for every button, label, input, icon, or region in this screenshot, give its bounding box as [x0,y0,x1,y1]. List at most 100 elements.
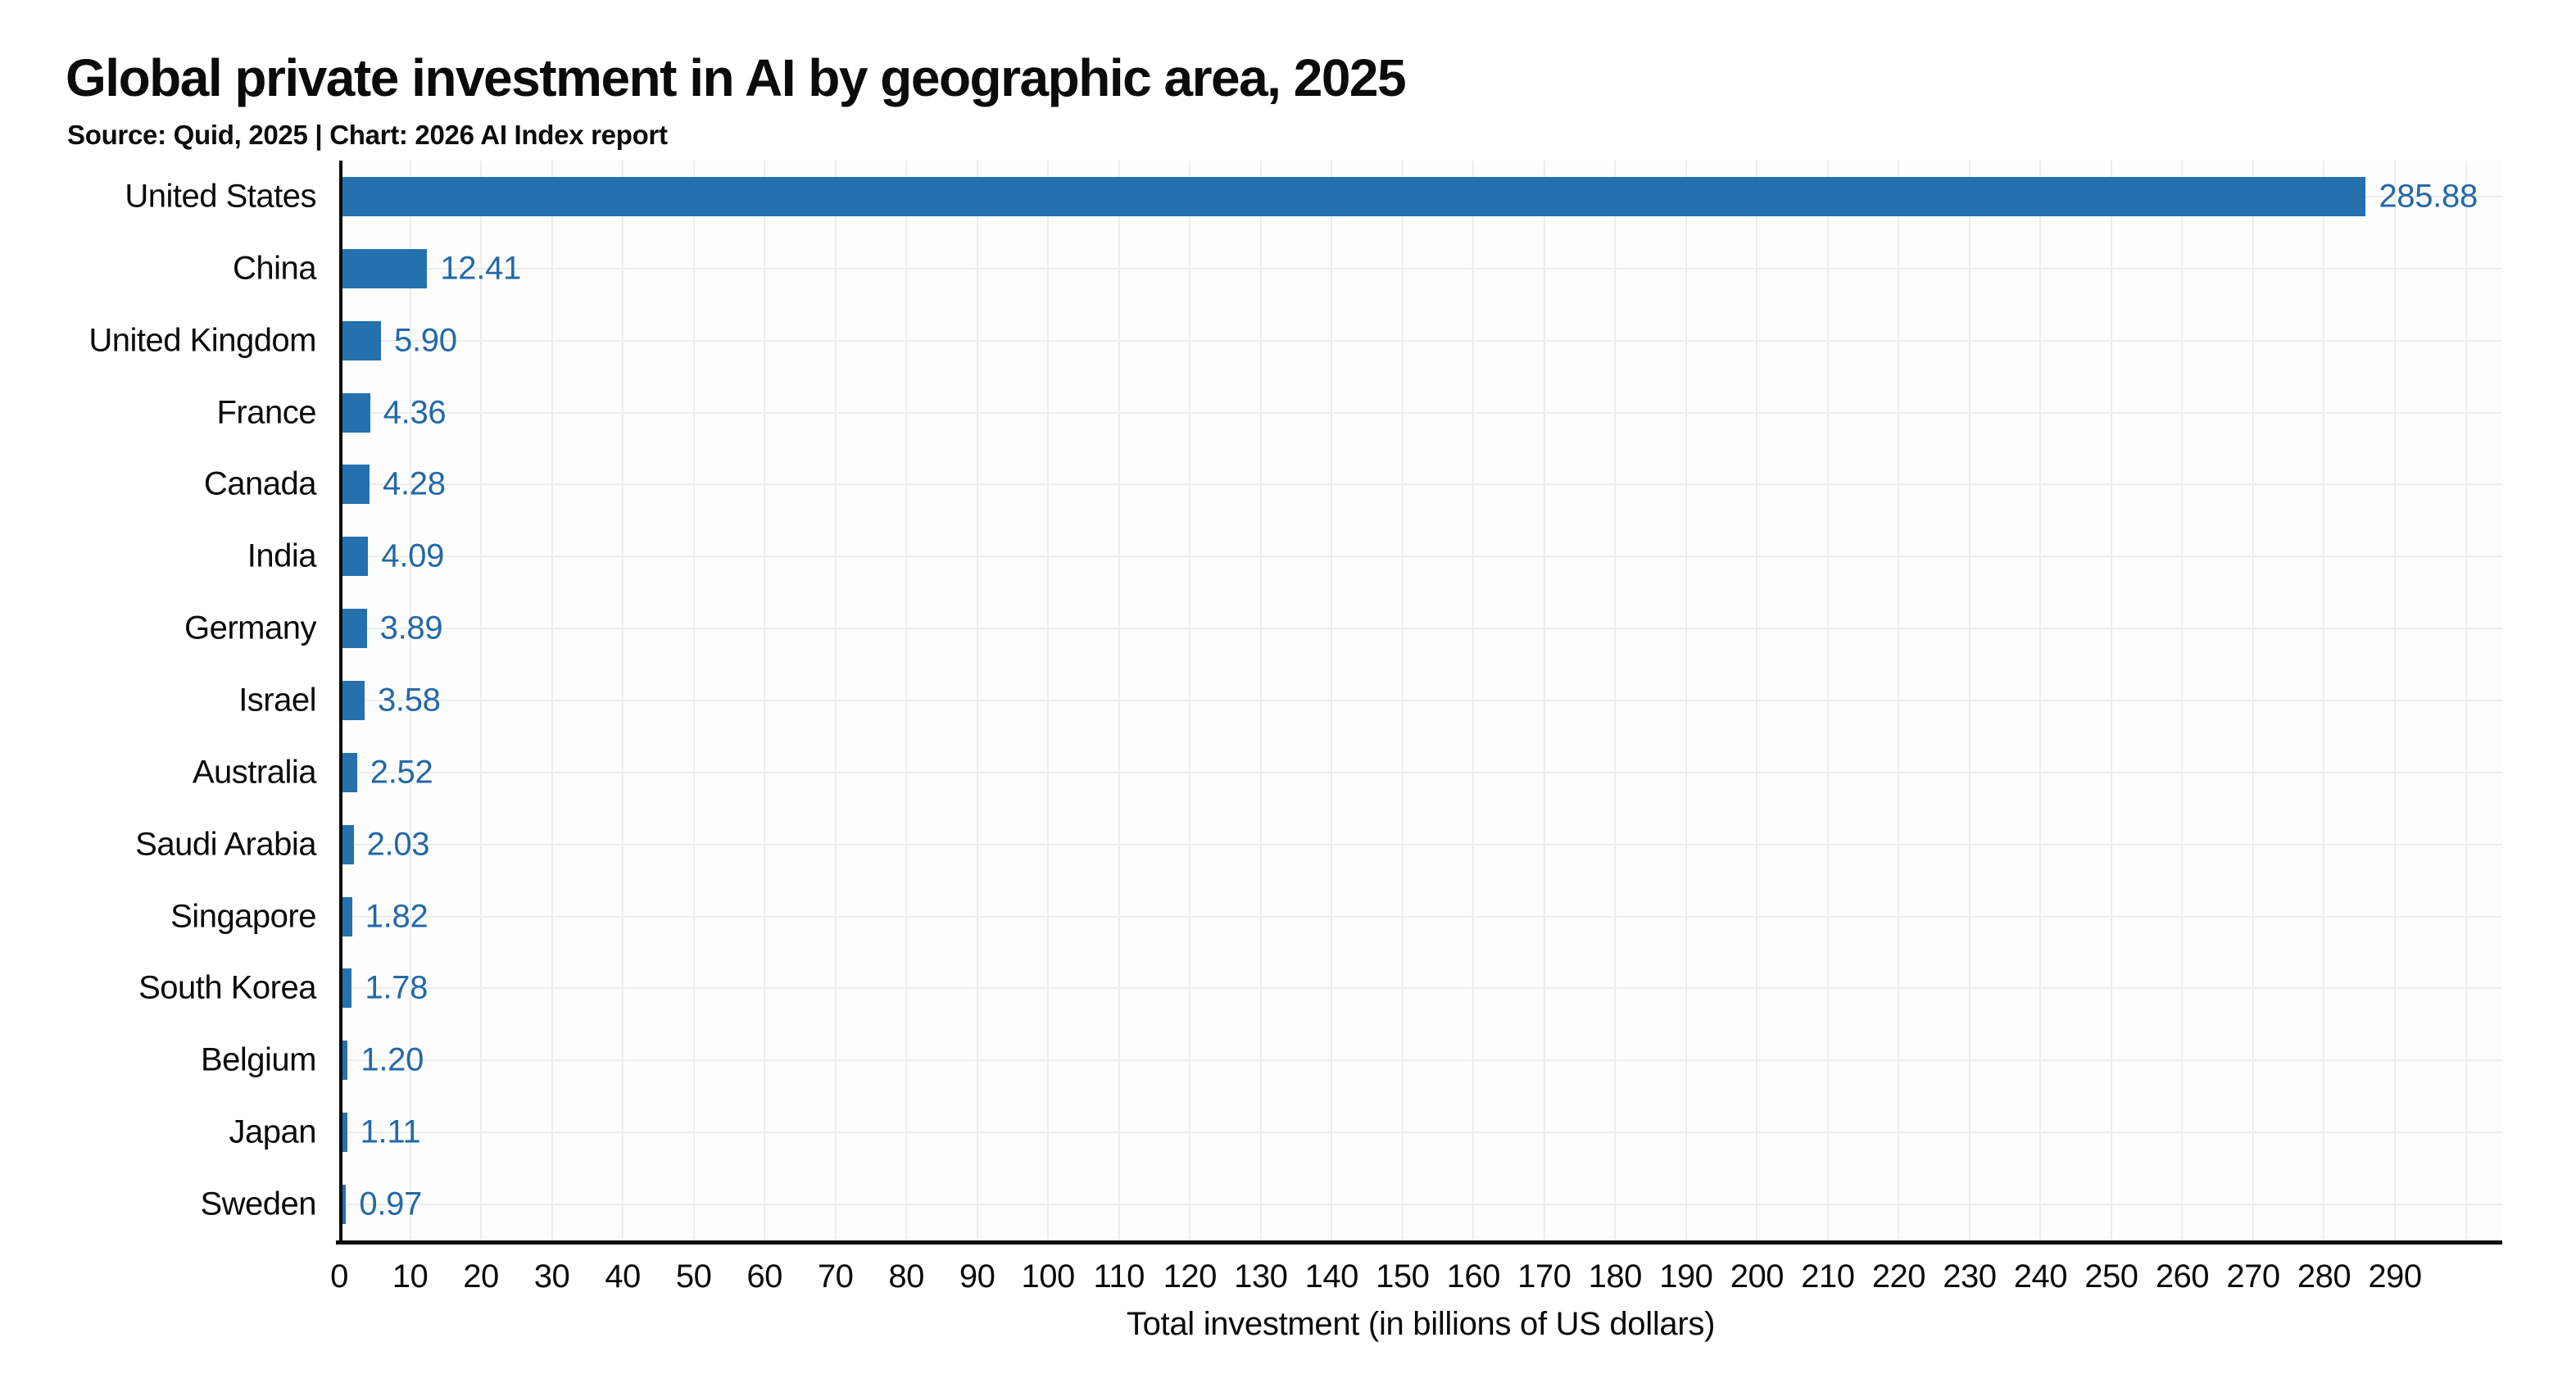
value-label: 12.41 [440,250,521,287]
v-gridline [1472,161,1475,1240]
h-gridline [339,339,2502,342]
bar-japan [339,1113,347,1153]
h-gridline [339,987,2502,990]
x-tick-label: 140 [1304,1258,1359,1295]
chart-source: Source: Quid, 2025 | Chart: 2026 AI Inde… [67,120,668,150]
value-label: 1.78 [365,969,429,1006]
x-tick-label: 290 [2368,1258,2422,1295]
x-tick-label: 20 [463,1258,499,1295]
x-tick-label: 120 [1163,1258,1218,1295]
v-gridline [1968,161,1971,1240]
x-tick-label: 220 [1871,1258,1926,1295]
v-gridline [1259,161,1262,1240]
bar-sweden [339,1185,347,1225]
x-tick-label: 240 [2013,1258,2068,1295]
x-tick-label: 210 [1801,1258,1855,1295]
bar-china [339,248,428,288]
value-label: 4.36 [383,394,447,431]
v-gridline [764,161,766,1240]
h-gridline [339,1204,2502,1206]
x-axis-title: Total investment (in billions of US doll… [1126,1306,1716,1342]
value-label: 2.52 [370,754,433,791]
category-label: China [232,250,317,287]
x-tick-label: 230 [1943,1258,1997,1295]
x-tick-label: 100 [1021,1258,1076,1295]
x-tick-label: 0 [330,1258,348,1295]
x-tick-label: 200 [1730,1258,1785,1295]
h-gridline [339,267,2502,270]
category-label: Germany [184,610,317,646]
x-tick-label: 150 [1376,1258,1430,1295]
h-gridline [339,843,2502,846]
v-gridline [2394,161,2396,1240]
v-gridline [1401,161,1404,1240]
bar-israel [339,681,365,720]
x-tick-label: 130 [1234,1258,1288,1295]
plot-area: 285.88 12.41 5.90 4.36 4.28 4.09 3.89 3.58 2.52 2… [336,161,2502,1245]
v-gridline [905,161,908,1240]
bar-saudi-arabia [339,824,354,864]
v-gridline [1118,161,1120,1240]
bar-united-states [339,176,2366,216]
v-gridline [2110,161,2112,1240]
v-gridline [1047,161,1050,1240]
h-gridline [339,1059,2502,1062]
v-gridline [2039,161,2042,1240]
value-label: 0.97 [359,1186,423,1222]
bar-canada [339,465,370,505]
h-gridline [339,628,2502,630]
x-tick-label: 180 [1588,1258,1643,1295]
h-gridline [339,915,2502,918]
category-label: Israel [238,682,316,719]
x-tick-label: 40 [605,1258,641,1295]
bar-germany [339,609,367,649]
chart-title: Global private investment in AI by geogr… [66,48,1407,107]
x-tick-label: 30 [533,1258,570,1295]
bar-australia [339,752,357,792]
v-gridline [409,161,411,1240]
x-tick-label: 250 [2084,1258,2138,1295]
v-gridline [1756,161,1758,1240]
v-gridline [1189,161,1191,1240]
value-label: 2.03 [366,826,430,863]
value-label: 1.11 [360,1113,421,1150]
bar-france [339,392,370,433]
value-label: 1.20 [361,1041,424,1078]
x-tick-label: 80 [888,1258,924,1295]
x-tick-label: 70 [817,1258,854,1295]
v-gridline [551,161,553,1240]
h-gridline [339,1131,2502,1134]
h-gridline [339,771,2502,773]
h-gridline [339,700,2502,701]
bar-belgium [339,1041,348,1081]
x-axis-tick-labels: 0 10 20 30 40 50 60 70 80 90 100 110 120 130 140 150 160… [330,1258,2502,1299]
v-gridline [622,161,624,1240]
x-axis-line [336,1240,2502,1245]
v-gridline [2465,161,2467,1240]
category-label: South Korea [138,969,316,1006]
category-label: India [247,537,317,574]
category-label: Canada [203,465,317,502]
x-tick-label: 50 [675,1258,712,1295]
v-gridline [2323,161,2325,1240]
x-tick-label: 90 [959,1258,995,1295]
x-tick-label: 110 [1093,1258,1145,1295]
value-label: 4.28 [383,465,446,502]
v-gridline [1898,161,1900,1240]
value-label: 3.89 [379,610,443,646]
value-label: 285.88 [2379,178,2478,215]
bar-united-kingdom [339,320,382,360]
v-gridline [1543,161,1545,1240]
v-gridline [1826,161,1829,1240]
category-label: Belgium [200,1041,317,1078]
x-tick-label: 60 [746,1258,782,1295]
value-label: 5.90 [394,322,457,359]
x-tick-label: 280 [2297,1258,2352,1295]
category-label: Singapore [170,898,316,935]
category-label: Saudi Arabia [135,826,316,863]
value-label: 4.09 [381,537,445,574]
h-gridline [339,555,2502,558]
v-gridline [834,161,837,1240]
category-label: Japan [229,1113,317,1150]
v-gridline [2181,161,2184,1240]
